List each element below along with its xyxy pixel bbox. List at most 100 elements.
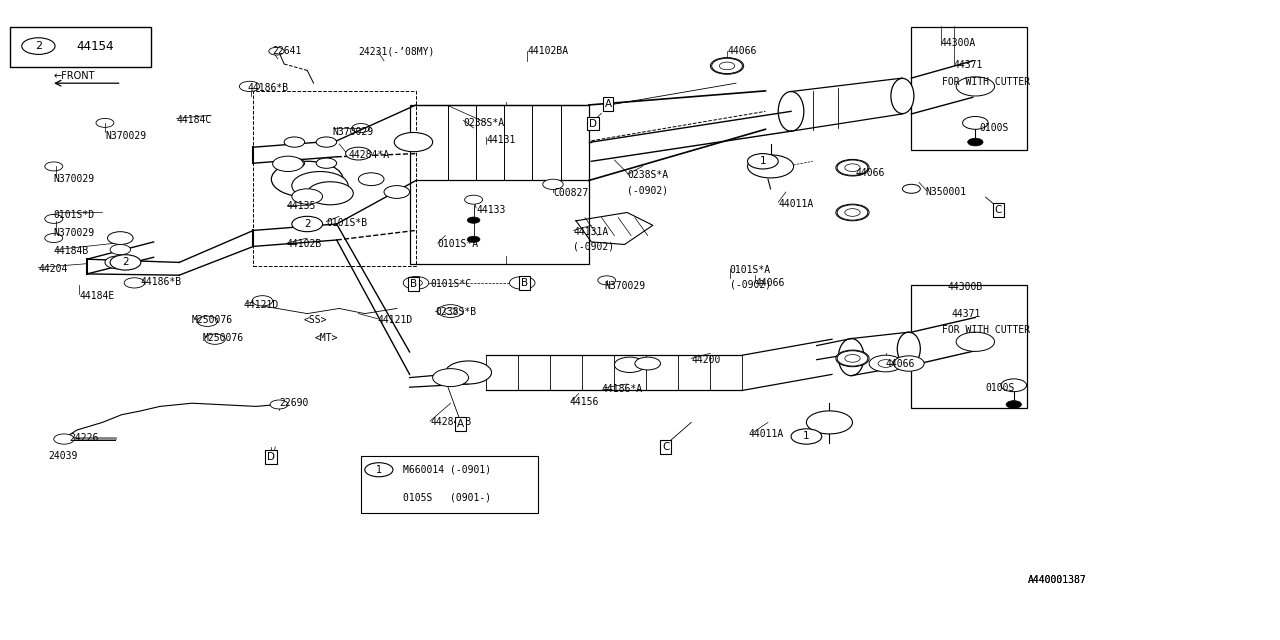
Text: 1: 1 [803,431,810,442]
Text: 44154: 44154 [77,40,114,52]
Circle shape [365,463,393,477]
Text: D: D [589,118,596,129]
Text: 0101S*A: 0101S*A [438,239,479,250]
Text: 44186*B: 44186*B [141,276,182,287]
Text: 0101S*C: 0101S*C [430,279,471,289]
Text: 44184B: 44184B [54,246,90,256]
Circle shape [292,216,323,232]
Circle shape [307,182,353,205]
Text: 0238S*A: 0238S*A [463,118,504,128]
Ellipse shape [778,92,804,131]
Circle shape [836,159,869,176]
Text: B: B [521,278,529,288]
Bar [410,105,589,264]
Text: 44102BA: 44102BA [527,46,568,56]
Circle shape [509,276,535,289]
Bar [10,27,151,67]
Circle shape [270,400,288,409]
Text: 44204: 44204 [38,264,68,274]
Circle shape [284,137,305,147]
Text: N370029: N370029 [604,281,645,291]
Text: C00827: C00827 [553,188,589,198]
Text: 22690: 22690 [279,398,308,408]
Text: 24039: 24039 [49,451,78,461]
Circle shape [284,158,305,168]
Text: 44284*B: 44284*B [430,417,471,428]
Circle shape [110,255,141,270]
Circle shape [54,434,74,444]
Text: FOR WITH CUTTER: FOR WITH CUTTER [942,77,1030,87]
Text: C: C [662,442,669,452]
Text: 44066: 44066 [727,46,756,56]
Text: 44121D: 44121D [243,300,279,310]
Text: N370029: N370029 [333,127,374,137]
Circle shape [837,205,868,220]
Circle shape [205,334,225,344]
Circle shape [956,77,995,96]
Circle shape [963,116,988,129]
Text: 0100S: 0100S [986,383,1015,393]
Circle shape [902,184,920,193]
Circle shape [269,47,284,55]
Circle shape [292,172,348,200]
Circle shape [956,332,995,351]
Circle shape [893,356,924,371]
Circle shape [710,58,744,74]
Text: 44300A: 44300A [941,38,977,48]
Text: M250076: M250076 [202,333,243,343]
Text: 44066: 44066 [855,168,884,178]
Circle shape [837,351,868,366]
Circle shape [433,369,468,387]
Text: 44131: 44131 [486,134,516,145]
Text: FOR WITH CUTTER: FOR WITH CUTTER [942,325,1030,335]
Circle shape [968,138,983,146]
Text: 44186*A: 44186*A [602,384,643,394]
Circle shape [394,132,433,152]
Text: <SS>: <SS> [303,315,326,325]
Text: A: A [457,419,465,429]
Text: 2: 2 [303,219,311,229]
Bar [253,91,416,266]
Text: 22641: 22641 [273,46,302,56]
Text: A440001387: A440001387 [1028,575,1087,586]
Text: 44066: 44066 [755,278,785,288]
Ellipse shape [891,78,914,114]
Text: 44186*B: 44186*B [247,83,288,93]
Text: 44011A: 44011A [778,198,814,209]
Circle shape [384,186,410,198]
Text: <MT>: <MT> [315,333,338,343]
Text: 1: 1 [376,465,381,475]
Circle shape [346,147,371,160]
Text: 44102B: 44102B [287,239,323,250]
Circle shape [239,81,260,92]
Text: 44184C: 44184C [177,115,212,125]
Circle shape [445,361,492,384]
Bar [911,27,1027,150]
Text: 0101S*A: 0101S*A [730,265,771,275]
Circle shape [465,195,483,204]
Circle shape [438,305,463,317]
Text: 44131A: 44131A [573,227,609,237]
Circle shape [748,155,794,178]
Circle shape [869,355,902,372]
Text: N370029: N370029 [54,174,95,184]
Circle shape [108,232,133,244]
Text: B: B [410,279,417,289]
Circle shape [791,429,822,444]
Circle shape [110,244,131,255]
Text: 0101S*B: 0101S*B [326,218,367,228]
Text: 2: 2 [35,41,42,51]
Text: 44284*A: 44284*A [348,150,389,160]
Ellipse shape [838,339,864,376]
Circle shape [748,154,778,169]
Text: 44066: 44066 [886,358,915,369]
Text: 44156: 44156 [570,397,599,407]
Text: 0101S*D: 0101S*D [54,210,95,220]
Circle shape [403,276,429,289]
Text: D: D [268,452,275,462]
Circle shape [271,161,343,197]
Text: 2: 2 [122,257,129,268]
Circle shape [836,350,869,367]
Bar [361,456,538,513]
Circle shape [806,411,852,434]
